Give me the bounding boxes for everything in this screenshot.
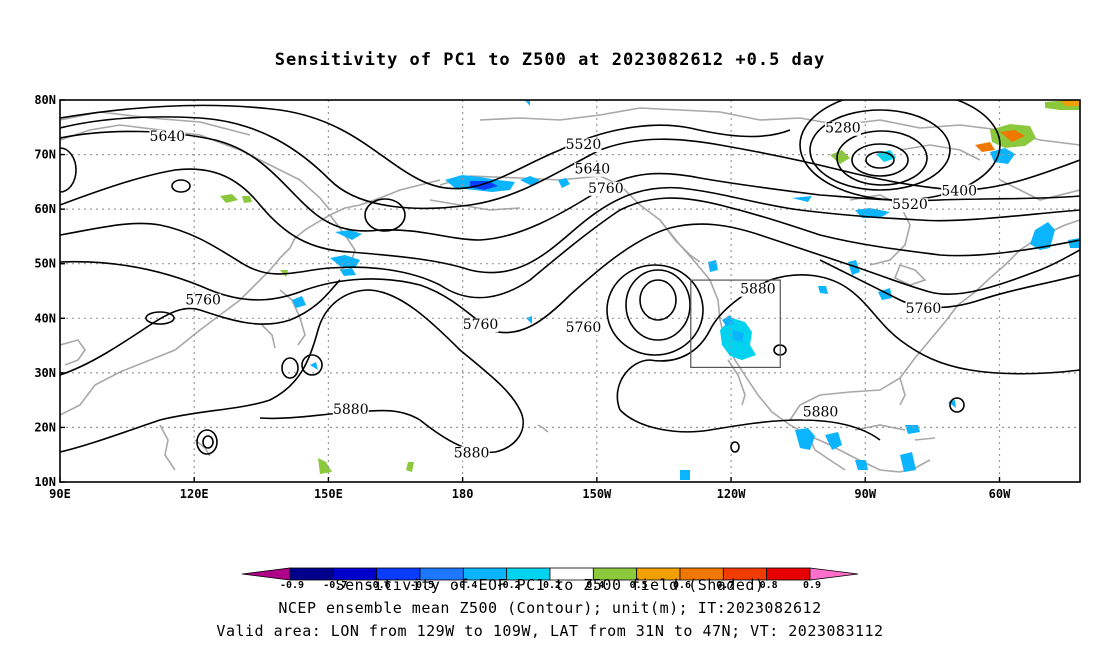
contour-label: 5640 — [575, 162, 611, 178]
footer-valid-area-caption: Valid area: LON from 129W to 109W, LAT f… — [216, 622, 884, 640]
colorbar-tick-label: -0.9 — [280, 580, 304, 590]
contour-label-bg — [574, 162, 611, 177]
contour-label-bg — [587, 181, 624, 196]
contour-label: 5400 — [941, 184, 977, 200]
colorbar-tick-label: -0.6 — [367, 580, 391, 590]
lat-tick-label: 80N — [34, 93, 56, 107]
lat-tick-label: 50N — [34, 257, 56, 271]
lat-tick-label: 70N — [34, 148, 56, 162]
lon-tick-label: 180 — [452, 487, 474, 501]
footer-contour-caption: NCEP ensemble mean Z500 (Contour); unit(… — [278, 599, 822, 617]
contour-label: 5520 — [566, 137, 602, 153]
colorbar-tick-label: -0.4 — [453, 580, 477, 590]
lon-tick-label: 120E — [180, 487, 209, 501]
lon-tick-label: 150E — [314, 487, 343, 501]
sensitivity-map: 5640 5520 5640 5760 5280 5400 5520 5760 5760 5760… — [34, 93, 1081, 501]
contour-label: 5640 — [150, 129, 186, 145]
graticule — [60, 100, 1080, 482]
plot-frame — [59, 99, 1081, 483]
lon-tick-label: 90E — [49, 487, 71, 501]
contour-label: 5760 — [463, 317, 499, 333]
lon-tick-label: 120W — [717, 487, 747, 501]
colorbar-tick-label: 0.7 — [716, 580, 734, 590]
contour-label: 5880 — [740, 282, 776, 298]
footer-shading-caption: Sensitivity of EOF PC1 to Z500 field (Sh… — [335, 576, 765, 594]
valid-area-box — [690, 279, 781, 369]
lat-tick-label: 30N — [34, 366, 56, 380]
contour-label: 5760 — [588, 181, 624, 197]
colorbar-high-arrow — [809, 567, 859, 581]
contour-label-bg — [739, 282, 776, 297]
contour-label: 5760 — [566, 320, 602, 336]
contour-label-bg — [892, 198, 928, 213]
contour-label: 5520 — [892, 197, 928, 213]
contour-label-bg — [941, 184, 978, 199]
contour-label: 5880 — [454, 445, 490, 461]
colorbar-tick-label: 0.5 — [630, 580, 648, 590]
lat-tick-label: 40N — [34, 311, 56, 325]
colorbar-tick-label: -0.7 — [323, 580, 347, 590]
colorbar-tick-label: 0.6 — [673, 580, 691, 590]
contour-label: 5760 — [185, 293, 221, 309]
contour-label-bg — [332, 402, 369, 417]
contour-label-bg — [149, 129, 186, 144]
colorbar-tick-label: -0.5 — [410, 580, 434, 590]
contour-label-bg — [185, 293, 222, 308]
contour-label-bg — [802, 405, 839, 420]
sensitivity-shading — [220, 100, 1080, 480]
colorbar-tick-label: 0.8 — [760, 580, 778, 590]
z500-contours — [60, 100, 1080, 455]
contour-label-bg — [565, 138, 602, 153]
colorbar: -0.9 -0.7 -0.6 -0.5 -0.4 -0.2 0.2 0.4 0.5 0.6 0.7 0… — [241, 567, 859, 590]
contour-label-bg — [565, 320, 602, 335]
contour-label: 5880 — [803, 405, 839, 421]
lon-tick-label: 150W — [582, 487, 612, 501]
lat-tick-label: 60N — [34, 202, 56, 216]
colorbar-tick-label: -0.2 — [497, 580, 521, 590]
contour-label-bg — [824, 121, 861, 136]
colorbar-tick-label: 0.4 — [586, 580, 604, 590]
lon-tick-label: 60W — [989, 487, 1011, 501]
map-title: Sensitivity of PC1 to Z500 at 2023082612… — [274, 50, 826, 70]
colorbar-tick-label: 0.9 — [803, 580, 821, 590]
contour-labels: 5640 5520 5640 5760 5280 5400 5520 5760 5760 5760… — [149, 121, 978, 461]
contour-label: 5880 — [333, 402, 369, 418]
contour-label: 5760 — [906, 301, 942, 317]
contour-label-bg — [453, 446, 490, 461]
colorbar-tick-label: 0.2 — [543, 580, 561, 590]
contour-label-bg — [905, 301, 942, 316]
lat-tick-label: 20N — [34, 420, 56, 434]
lon-tick-label: 90W — [854, 487, 876, 501]
contour-label-bg — [462, 318, 499, 333]
lat-tick-label: 10N — [34, 475, 56, 489]
contour-label: 5280 — [825, 121, 861, 137]
